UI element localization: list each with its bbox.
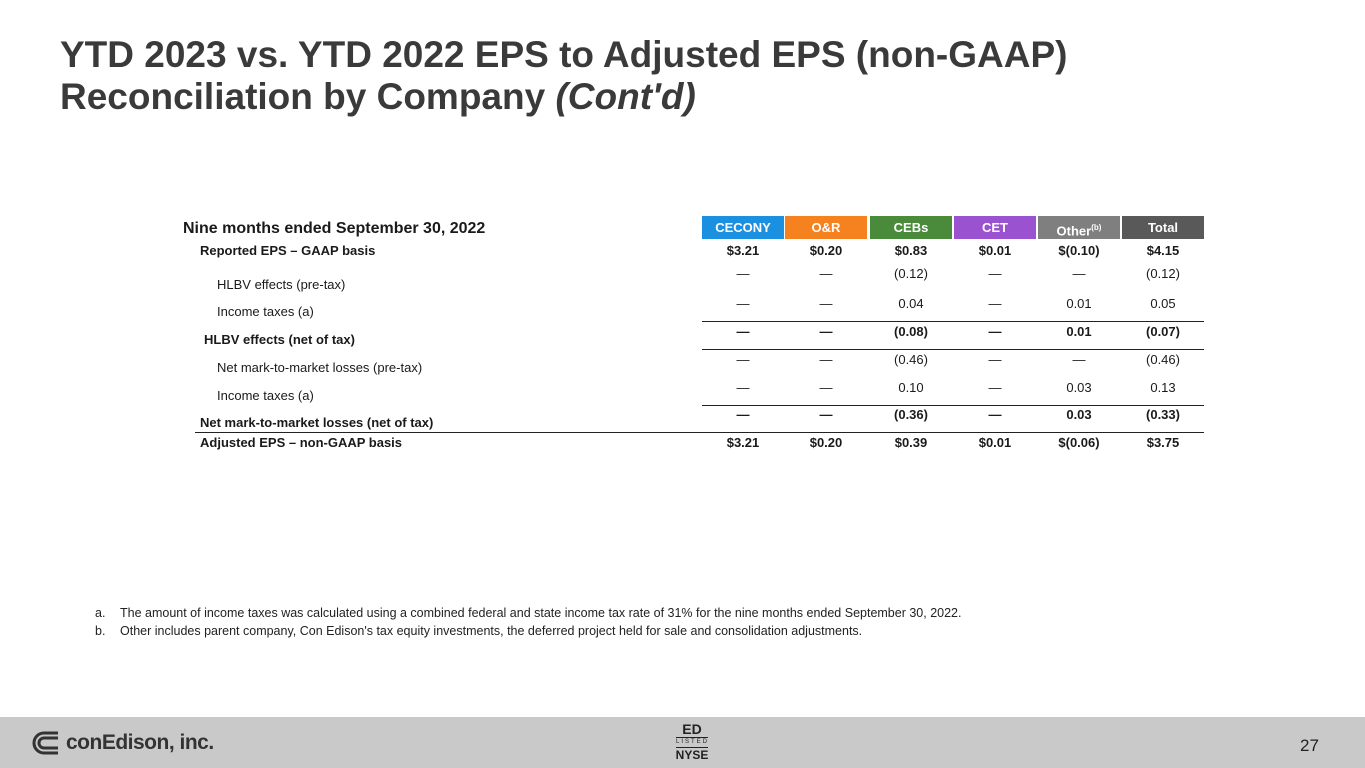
column-label: CEBs <box>893 220 929 235</box>
cell-value: — <box>1072 352 1086 367</box>
cell-value: — <box>988 380 1002 395</box>
row-label: Income taxes (a) <box>217 304 314 319</box>
cell-value: — <box>736 266 750 281</box>
cell-value: $3.21 <box>726 435 760 450</box>
column-label: CECONY <box>715 220 771 235</box>
logo-icon <box>32 731 58 755</box>
column-label: O&R <box>811 220 841 235</box>
cell-value: 0.04 <box>898 296 924 311</box>
cell-value: (0.46) <box>1146 352 1180 367</box>
rule <box>702 321 1204 322</box>
rule <box>195 432 1204 433</box>
cell-value: $0.01 <box>978 243 1012 258</box>
column-header: CET <box>954 216 1036 239</box>
exchange: NYSE <box>675 748 709 762</box>
footnote-text: Other includes parent company, Con Ediso… <box>120 624 863 638</box>
row-label: HLBV effects (net of tax) <box>204 332 355 347</box>
cell-value: 0.03 <box>1066 407 1092 422</box>
title-line: YTD 2023 vs. YTD 2022 EPS to Adjusted EP… <box>60 34 1068 75</box>
title-emphasis: (Cont'd) <box>555 76 696 117</box>
cell-value: $0.01 <box>978 435 1012 450</box>
column-label: CET <box>982 220 1008 235</box>
cell-value: — <box>819 324 833 339</box>
cell-value: (0.08) <box>894 324 928 339</box>
footnote-marker: b. <box>95 624 106 638</box>
rule <box>702 405 1204 406</box>
cell-value: $3.75 <box>1146 435 1180 450</box>
cell-value: — <box>819 352 833 367</box>
cell-value: (0.46) <box>894 352 928 367</box>
row-label: Reported EPS – GAAP basis <box>200 243 376 258</box>
column-header: Other(b) <box>1038 216 1120 239</box>
cell-value: — <box>988 266 1002 281</box>
cell-value: 0.01 <box>1066 296 1092 311</box>
cell-value: — <box>988 407 1002 422</box>
footer-bar: conEdison, inc. ED LISTED NYSE 27 <box>0 717 1365 768</box>
cell-value: (0.07) <box>1146 324 1180 339</box>
nyse-badge: ED LISTED NYSE <box>672 721 712 763</box>
cell-value: — <box>736 380 750 395</box>
cell-value: — <box>819 266 833 281</box>
cell-value: $0.39 <box>894 435 928 450</box>
title-line: Reconciliation by Company <box>60 76 546 117</box>
column-header: CECONY <box>702 216 784 239</box>
cell-value: — <box>819 380 833 395</box>
cell-value: $(0.06) <box>1058 435 1100 450</box>
cell-value: (0.33) <box>1146 407 1180 422</box>
cell-value: (0.12) <box>894 266 928 281</box>
cell-value: $(0.10) <box>1058 243 1100 258</box>
cell-value: 0.01 <box>1066 324 1092 339</box>
cell-value: — <box>736 407 750 422</box>
cell-value: — <box>988 296 1002 311</box>
cell-value: $0.83 <box>894 243 928 258</box>
cell-value: — <box>736 352 750 367</box>
cell-value: — <box>819 407 833 422</box>
cell-value: (0.36) <box>894 407 928 422</box>
footnote-text: The amount of income taxes was calculate… <box>120 606 962 620</box>
cell-value: 0.13 <box>1150 380 1176 395</box>
row-label: HLBV effects (pre-tax) <box>217 277 346 292</box>
logo-text: conEdison, inc. <box>66 731 214 754</box>
footnote-marker: a. <box>95 606 106 620</box>
row-label: Adjusted EPS – non-GAAP basis <box>200 435 403 450</box>
slide-title: YTD 2023 vs. YTD 2022 EPS to Adjusted EP… <box>60 34 1067 118</box>
cell-value: $0.20 <box>809 435 843 450</box>
cell-value: $3.21 <box>726 243 760 258</box>
listed: LISTED <box>676 737 708 748</box>
cell-value: 0.05 <box>1150 296 1176 311</box>
cell-value: $0.20 <box>809 243 843 258</box>
row-label: Income taxes (a) <box>217 388 314 403</box>
column-note: (b) <box>1091 223 1102 232</box>
cell-value: — <box>988 324 1002 339</box>
column-label: Other <box>1056 223 1092 239</box>
table-caption: Nine months ended September 30, 2022 <box>183 220 486 237</box>
cell-value: — <box>736 324 750 339</box>
cell-value: — <box>988 352 1002 367</box>
column-header: O&R <box>785 216 867 239</box>
cell-value: — <box>819 296 833 311</box>
cell-value: — <box>736 296 750 311</box>
page-number: 27 <box>1300 736 1319 755</box>
column-header: Total <box>1122 216 1204 239</box>
row-label: Net mark-to-market losses (pre-tax) <box>217 360 423 375</box>
ticker: ED <box>682 721 702 737</box>
cell-value: (0.12) <box>1146 266 1180 281</box>
cell-value: 0.03 <box>1066 380 1092 395</box>
cell-value: $4.15 <box>1146 243 1180 258</box>
cell-value: 0.10 <box>898 380 924 395</box>
rule <box>702 349 1204 350</box>
cell-value: — <box>1072 266 1086 281</box>
column-label: Total <box>1147 220 1179 235</box>
row-label: Net mark-to-market losses (net of tax) <box>200 415 434 430</box>
column-header: CEBs <box>870 216 952 239</box>
